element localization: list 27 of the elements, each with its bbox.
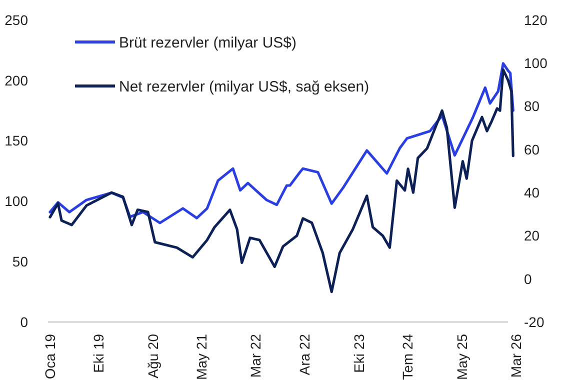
y-tick-label: 50 [12,254,28,270]
y2-tick-label: -20 [524,314,544,330]
y-tick-label: 100 [4,193,28,210]
y2-tick-label: 0 [524,270,532,287]
y2-tick-label: 20 [524,228,540,244]
y-tick-label: 250 [4,12,28,28]
y2-tick-label: 100 [524,55,548,72]
x-tick-label: May 21 [193,334,210,380]
y-tick-label: 150 [4,132,28,149]
x-tick-label: Ağu 20 [144,334,161,378]
x-tick-label: Tem 24 [400,334,416,380]
line-series [48,68,514,294]
y2-tick-label: 120 [524,12,548,28]
legend-label: Brüt rezervler (milyar US$) [119,34,297,52]
y-tick-label: 200 [4,72,28,88]
y-tick-label: 0 [20,314,28,330]
x-tick-label: May 25 [454,334,470,380]
y2-tick-label: 40 [524,184,540,200]
y2-tick-label: 80 [524,98,540,114]
x-tick-label: Eki 19 [90,334,107,373]
x-tick-label: Ara 22 [296,334,313,376]
legend-label: Net rezervler (milyar US$, sağ eksen) [119,78,370,96]
x-tick-label: Mar 26 [508,334,524,378]
x-tick-label: Eki 23 [350,334,367,373]
x-tick-label: Mar 22 [248,334,264,378]
x-tick-label: Oca 19 [42,334,58,380]
y2-tick-label: 60 [524,141,540,158]
